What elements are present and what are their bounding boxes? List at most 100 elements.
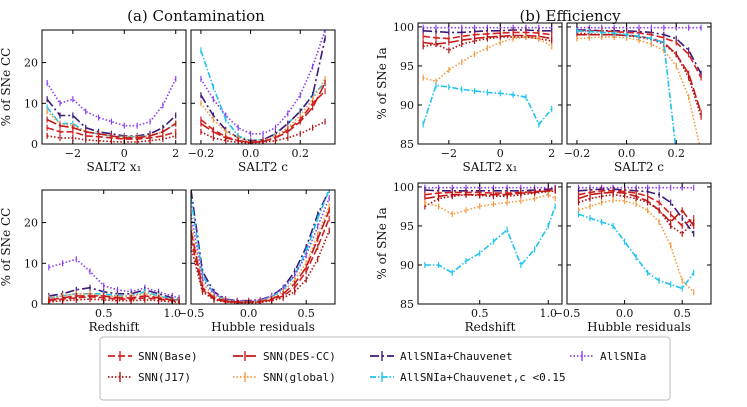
series-line-glob: [191, 206, 330, 303]
series-line-chauv: [191, 190, 330, 302]
legend-label: SNN(Base): [138, 350, 198, 363]
plot-frame: [190, 29, 336, 145]
x-tick-label: 1.0: [164, 307, 182, 320]
series-group: [422, 24, 553, 128]
series-group: [577, 184, 695, 296]
x-axis-label: Hubble residuals: [211, 320, 315, 334]
y-axis-label: % of SNe CC: [0, 48, 13, 127]
x-tick-label: 1.0: [540, 307, 558, 320]
x-axis-label: SALT2 x₁: [87, 160, 142, 174]
series-line-chauvc: [191, 190, 330, 303]
series-line-decc: [423, 34, 552, 45]
series-line-chauvc: [578, 213, 695, 290]
x-axis-label: Redshift: [465, 320, 516, 334]
x-tick-label: 0.5: [471, 307, 489, 320]
x-tick-label: 0.0: [616, 307, 634, 320]
series-line-j17: [578, 193, 695, 235]
series-group: [200, 30, 326, 144]
legend-item-chauvc: AllSNIa+Chauvenet,c <0.15: [370, 371, 566, 384]
panel-a-title: (a) Contamination: [127, 7, 265, 25]
series-line-j17: [576, 32, 702, 117]
y-tick-label: 100: [393, 21, 414, 34]
y-tick-label: 95: [400, 220, 414, 233]
x-tick-label: −0.2: [564, 147, 591, 160]
series-line-all: [46, 78, 177, 127]
legend-item-glob: SNN(global): [233, 371, 336, 384]
series-group: [48, 256, 180, 304]
chart-efficiency-redshift: 0.5 1.0 85 90 95 100 Redshift % of SNe Ia: [375, 181, 563, 334]
x-tick-label: 0: [497, 147, 504, 160]
panel-b-title: (b) Efficiency: [519, 7, 621, 25]
series-line-chauv: [424, 187, 556, 192]
y-tick-label: 20: [24, 57, 38, 70]
x-tick-label: −2: [65, 147, 81, 160]
legend-item-chauv: AllSNIa+Chauvenet: [370, 350, 513, 363]
x-axis-label: SALT2 x₁: [463, 160, 518, 174]
x-axis-label: SALT2 c: [238, 160, 288, 174]
y-tick-label: 90: [400, 259, 414, 272]
legend: SNN(Base) SNN(DES-CC) AllSNIa+Chauvenet All…: [108, 350, 646, 384]
x-axis-label: Redshift: [89, 320, 140, 334]
series-line-base: [424, 189, 556, 196]
y-tick-label: 0: [31, 138, 38, 151]
series-line-glob: [576, 36, 701, 144]
y-tick-label: 100: [393, 181, 414, 194]
x-axis-label: SALT2 c: [614, 160, 664, 174]
series-line-glob: [422, 36, 553, 83]
legend-label: SNN(global): [263, 371, 336, 384]
y-tick-label: 95: [400, 60, 414, 73]
chart-efficiency-x1: −2 0 2 85 90 95 100 SALT2 x₁ % of SNe Ia: [375, 21, 563, 174]
x-tick-label: 0.2: [291, 147, 309, 160]
x-tick-label: −2: [441, 147, 457, 160]
x-tick-label: 0.5: [673, 307, 691, 320]
series-line-chauv: [200, 37, 326, 142]
series-group: [191, 190, 330, 304]
legend-label: SNN(DES-CC): [263, 350, 336, 363]
y-tick-label: 10: [24, 257, 38, 270]
series-line-all: [191, 197, 330, 302]
y-axis-label: % of SNe CC: [0, 208, 13, 287]
legend-item-base: SNN(Base): [108, 350, 198, 363]
plot-frame: [566, 22, 712, 145]
series-line-decc: [191, 210, 330, 303]
x-tick-label: 0: [121, 147, 128, 160]
series-line-j17: [46, 135, 176, 143]
series-line-base: [200, 90, 326, 144]
plot-frame: [417, 182, 563, 305]
y-tick-label: 85: [400, 298, 414, 311]
y-axis-label: % of SNe Ia: [375, 207, 389, 279]
x-axis-label: Hubble residuals: [587, 320, 691, 334]
x-tick-label: 0.0: [240, 307, 258, 320]
y-tick-label: 85: [400, 138, 414, 151]
plot-frame: [41, 29, 187, 145]
series-line-glob: [578, 199, 695, 293]
plot-frame: [41, 189, 187, 305]
plot-frame: [566, 182, 712, 305]
x-tick-label: 0.0: [242, 147, 260, 160]
series-group: [424, 184, 556, 276]
x-tick-label: 0.5: [95, 307, 113, 320]
legend-item-all: AllSNIa: [570, 350, 646, 363]
y-tick-label: 20: [24, 217, 38, 230]
x-tick-label: 0.2: [667, 147, 685, 160]
series-group: [46, 75, 177, 144]
legend-item-j17: SNN(J17): [108, 371, 191, 384]
x-tick-label: −0.5: [178, 307, 205, 320]
chart-contamination-redshift: 0.5 1.0 0 10 20 Redshift % of SNe CC: [0, 189, 187, 334]
series-line-all: [200, 30, 326, 135]
plot-frame: [190, 189, 336, 305]
legend-label: AllSNIa+Chauvenet,c <0.15: [400, 371, 566, 384]
legend-label: SNN(J17): [138, 371, 191, 384]
series-line-chauvc: [48, 290, 180, 302]
series-line-decc: [576, 33, 702, 114]
legend-box: [99, 336, 671, 401]
x-tick-label: 0.0: [618, 147, 636, 160]
series-line-chauvc: [576, 30, 677, 144]
y-tick-label: 90: [400, 99, 414, 112]
series-group: [576, 24, 702, 144]
